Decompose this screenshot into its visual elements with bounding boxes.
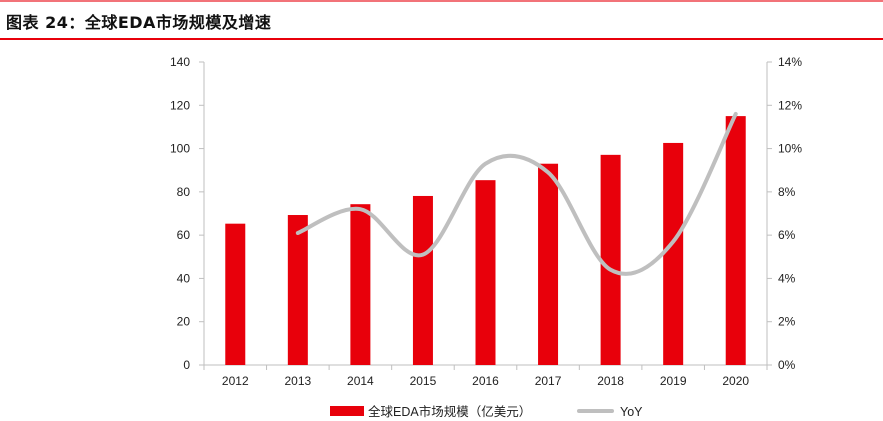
legend-label-yoy: YoY [620, 405, 643, 419]
left-tick-label: 60 [177, 228, 191, 242]
right-tick-label: 10% [778, 142, 802, 156]
bar-market-size [538, 163, 559, 365]
x-tick-label: 2012 [222, 374, 249, 388]
x-tick-label: 2020 [722, 374, 749, 388]
left-tick-label: 120 [170, 98, 190, 112]
top-accent-line [0, 0, 883, 2]
right-tick-label: 0% [778, 358, 796, 372]
right-tick-label: 4% [778, 271, 796, 285]
bar-market-size [287, 215, 308, 365]
bar-market-size [412, 195, 433, 365]
x-tick-label: 2015 [410, 374, 437, 388]
title-underline [0, 38, 883, 40]
left-tick-label: 20 [177, 315, 191, 329]
x-tick-label: 2016 [472, 374, 499, 388]
legend-swatch-market-size [330, 406, 364, 416]
left-tick-label: 80 [177, 185, 191, 199]
x-tick-label: 2018 [597, 374, 624, 388]
right-tick-label: 8% [778, 185, 796, 199]
figure-title: 图表 24：全球EDA市场规模及增速 [6, 13, 272, 32]
bar-market-size [225, 223, 246, 365]
x-tick-label: 2019 [660, 374, 687, 388]
right-tick-label: 12% [778, 98, 802, 112]
bar-market-size [725, 116, 746, 365]
left-tick-label: 0 [183, 358, 190, 372]
left-tick-label: 100 [170, 142, 190, 156]
bar-market-size [350, 204, 371, 365]
left-tick-label: 140 [170, 55, 190, 69]
right-tick-label: 14% [778, 55, 802, 69]
bar-market-size [663, 142, 684, 365]
legend-label-market-size: 全球EDA市场规模（亿美元） [368, 404, 531, 419]
right-tick-label: 2% [778, 315, 796, 329]
bar-market-size [475, 180, 496, 365]
x-tick-label: 2014 [347, 374, 374, 388]
bar-market-size [600, 154, 621, 365]
x-tick-label: 2017 [535, 374, 562, 388]
left-tick-label: 40 [177, 271, 191, 285]
right-tick-label: 6% [778, 228, 796, 242]
figure-title-bar: 图表 24：全球EDA市场规模及增速 [0, 0, 883, 40]
x-tick-label: 2013 [284, 374, 311, 388]
